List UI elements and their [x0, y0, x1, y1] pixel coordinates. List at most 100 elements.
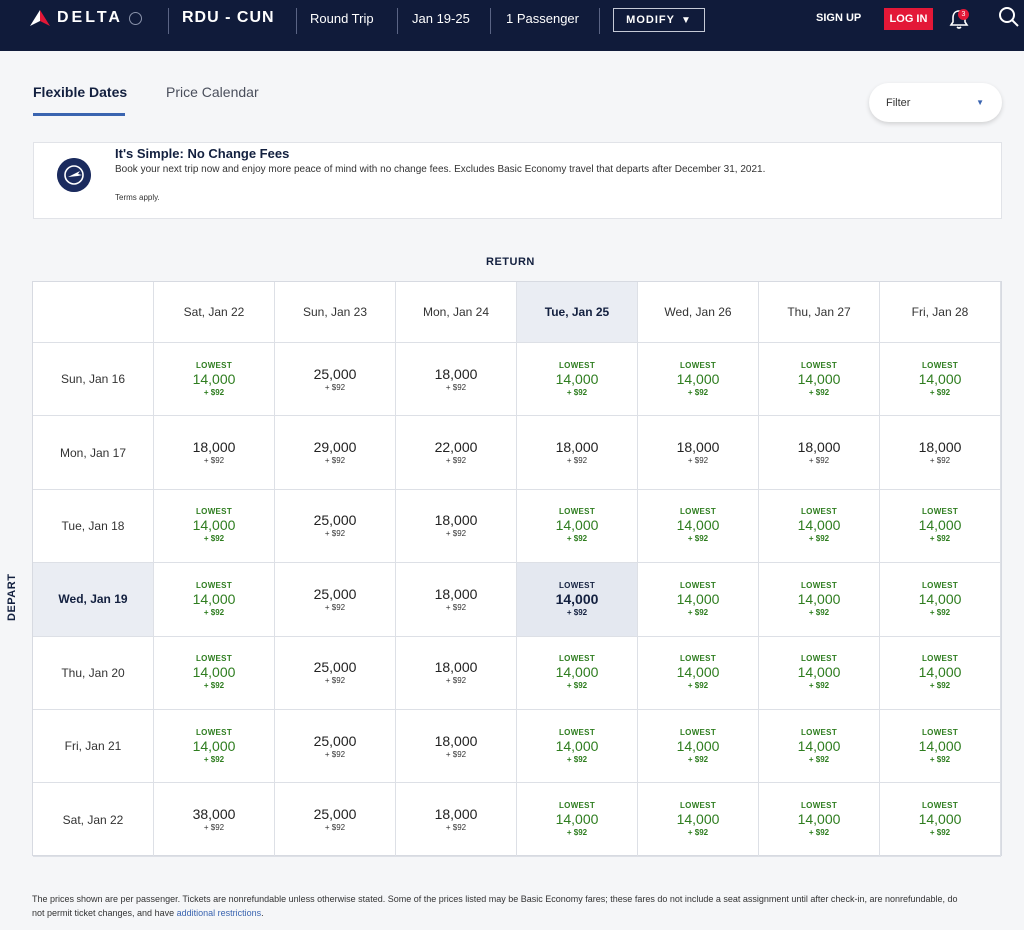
fare-tax: + $92	[324, 749, 346, 759]
depart-date-header[interactable]: Sat, Jan 22	[33, 783, 154, 857]
fare-cell[interactable]: LOWEST 14,000 + $92	[638, 489, 759, 564]
depart-date-header[interactable]: Mon, Jan 17	[33, 416, 154, 490]
fare-cell[interactable]: LOWEST 14,000 + $92	[154, 563, 275, 637]
grid-corner	[33, 282, 154, 343]
fare-cell[interactable]: LOWEST 14,000 + $92	[154, 343, 275, 417]
disclaimer-end: .	[261, 908, 264, 918]
fare-cell[interactable]: LOWEST 14,000 + $92	[880, 489, 1001, 564]
additional-restrictions-link[interactable]: additional restrictions	[176, 908, 262, 918]
return-date-header[interactable]: Wed, Jan 26	[638, 282, 759, 343]
fare-miles: 18,000	[555, 439, 599, 456]
delta-logo[interactable]: DELTA	[30, 9, 142, 27]
fare-cell[interactable]: 18,000 + $92	[759, 416, 880, 490]
fare-cell[interactable]: LOWEST 14,000 + $92	[517, 636, 638, 710]
log-in-button[interactable]: LOG IN	[884, 8, 933, 30]
fare-tax: + $92	[929, 681, 951, 691]
fare-miles: 14,000	[676, 370, 720, 387]
fare-cell[interactable]: 18,000 + $92	[880, 416, 1001, 490]
passenger-count-label[interactable]: 1 Passenger	[506, 11, 579, 26]
fare-cell[interactable]: 18,000 + $92	[517, 416, 638, 490]
sign-up-link[interactable]: SIGN UP	[816, 12, 862, 24]
depart-date-header[interactable]: Fri, Jan 21	[33, 709, 154, 784]
fare-miles: 25,000	[313, 365, 357, 382]
tab-flexible-dates[interactable]: Flexible Dates	[33, 84, 128, 100]
fare-cell[interactable]: LOWEST 14,000 + $92	[880, 343, 1001, 417]
tab-price-calendar[interactable]: Price Calendar	[166, 84, 259, 100]
modify-search-button[interactable]: MODIFY ▼	[613, 8, 705, 32]
fare-cell[interactable]: LOWEST 14,000 + $92	[759, 343, 880, 417]
fare-cell[interactable]: LOWEST 14,000 + $92	[517, 783, 638, 857]
return-date-header[interactable]: Sat, Jan 22	[154, 282, 275, 343]
search-icon[interactable]	[998, 6, 1020, 28]
fare-cell[interactable]: 25,000 + $92	[275, 563, 396, 637]
fare-cell[interactable]: LOWEST 14,000 + $92	[638, 636, 759, 710]
fare-cell[interactable]: LOWEST 14,000 + $92	[154, 709, 275, 784]
travel-dates-label[interactable]: Jan 19-25	[412, 11, 470, 26]
lowest-fare-tag: LOWEST	[679, 507, 717, 517]
fare-tax: + $92	[324, 529, 346, 539]
fare-tax: + $92	[566, 828, 588, 838]
depart-date-header[interactable]: Tue, Jan 18	[33, 489, 154, 564]
fare-cell[interactable]: 18,000 + $92	[396, 563, 517, 637]
fare-cell[interactable]: LOWEST 14,000 + $92	[517, 489, 638, 564]
fare-cell[interactable]: 18,000 + $92	[396, 709, 517, 784]
fare-cell[interactable]: 18,000 + $92	[396, 489, 517, 564]
fare-cell[interactable]: 18,000 + $92	[396, 783, 517, 857]
fare-miles: 14,000	[676, 590, 720, 607]
fare-cell[interactable]: 22,000 + $92	[396, 416, 517, 490]
divider	[490, 8, 491, 34]
return-date-header[interactable]: Thu, Jan 27	[759, 282, 880, 343]
fare-cell[interactable]: LOWEST 14,000 + $92	[638, 563, 759, 637]
fare-cell[interactable]: LOWEST 14,000 + $92	[759, 489, 880, 564]
fare-tax: + $92	[445, 823, 467, 833]
fare-cell[interactable]: 25,000 + $92	[275, 709, 396, 784]
return-date-header[interactable]: Tue, Jan 25	[517, 282, 638, 343]
route-label[interactable]: RDU - CUN	[182, 9, 275, 26]
fare-cell[interactable]: 25,000 + $92	[275, 783, 396, 857]
trip-type-label[interactable]: Round Trip	[310, 11, 374, 26]
fare-cell[interactable]: 18,000 + $92	[396, 636, 517, 710]
fare-cell[interactable]: 38,000 + $92	[154, 783, 275, 857]
fare-cell[interactable]: 29,000 + $92	[275, 416, 396, 490]
fare-cell[interactable]: LOWEST 14,000 + $92	[517, 563, 638, 637]
fare-cell[interactable]: LOWEST 14,000 + $92	[638, 783, 759, 857]
fare-cell[interactable]: LOWEST 14,000 + $92	[759, 709, 880, 784]
fare-cell[interactable]: LOWEST 14,000 + $92	[759, 636, 880, 710]
fare-cell[interactable]: LOWEST 14,000 + $92	[154, 489, 275, 564]
lowest-fare-tag: LOWEST	[195, 654, 233, 664]
fare-miles: 14,000	[676, 811, 720, 828]
lowest-fare-tag: LOWEST	[558, 801, 596, 811]
fare-cell[interactable]: 18,000 + $92	[154, 416, 275, 490]
filter-dropdown[interactable]: Filter ▼	[869, 83, 1002, 122]
fare-cell[interactable]: LOWEST 14,000 + $92	[880, 709, 1001, 784]
fare-cell[interactable]: 18,000 + $92	[396, 343, 517, 417]
lowest-fare-tag: LOWEST	[800, 360, 838, 370]
fare-cell[interactable]: 25,000 + $92	[275, 343, 396, 417]
fare-cell[interactable]: LOWEST 14,000 + $92	[880, 783, 1001, 857]
fare-cell[interactable]: LOWEST 14,000 + $92	[759, 563, 880, 637]
fare-cell[interactable]: 25,000 + $92	[275, 636, 396, 710]
return-date-header[interactable]: Mon, Jan 24	[396, 282, 517, 343]
fare-miles: 22,000	[434, 439, 478, 456]
fare-miles: 18,000	[676, 439, 720, 456]
fare-cell[interactable]: LOWEST 14,000 + $92	[759, 783, 880, 857]
terms-apply-link[interactable]: Terms apply.	[115, 193, 160, 202]
fare-cell[interactable]: LOWEST 14,000 + $92	[638, 709, 759, 784]
notification-count-badge: 3	[958, 9, 969, 20]
fare-cell[interactable]: 18,000 + $92	[638, 416, 759, 490]
fare-tax: + $92	[929, 534, 951, 544]
fare-tax: + $92	[445, 456, 467, 466]
depart-date-header[interactable]: Sun, Jan 16	[33, 343, 154, 417]
return-date-header[interactable]: Fri, Jan 28	[880, 282, 1001, 343]
fare-cell[interactable]: LOWEST 14,000 + $92	[880, 636, 1001, 710]
fare-cell[interactable]: LOWEST 14,000 + $92	[517, 343, 638, 417]
depart-date-header[interactable]: Wed, Jan 19	[33, 563, 154, 637]
return-date-header[interactable]: Sun, Jan 23	[275, 282, 396, 343]
fare-cell[interactable]: LOWEST 14,000 + $92	[154, 636, 275, 710]
fare-cell[interactable]: LOWEST 14,000 + $92	[880, 563, 1001, 637]
fare-cell[interactable]: 25,000 + $92	[275, 489, 396, 564]
depart-date-header[interactable]: Thu, Jan 20	[33, 636, 154, 710]
fare-cell[interactable]: LOWEST 14,000 + $92	[638, 343, 759, 417]
fare-tax: + $92	[808, 681, 830, 691]
fare-cell[interactable]: LOWEST 14,000 + $92	[517, 709, 638, 784]
